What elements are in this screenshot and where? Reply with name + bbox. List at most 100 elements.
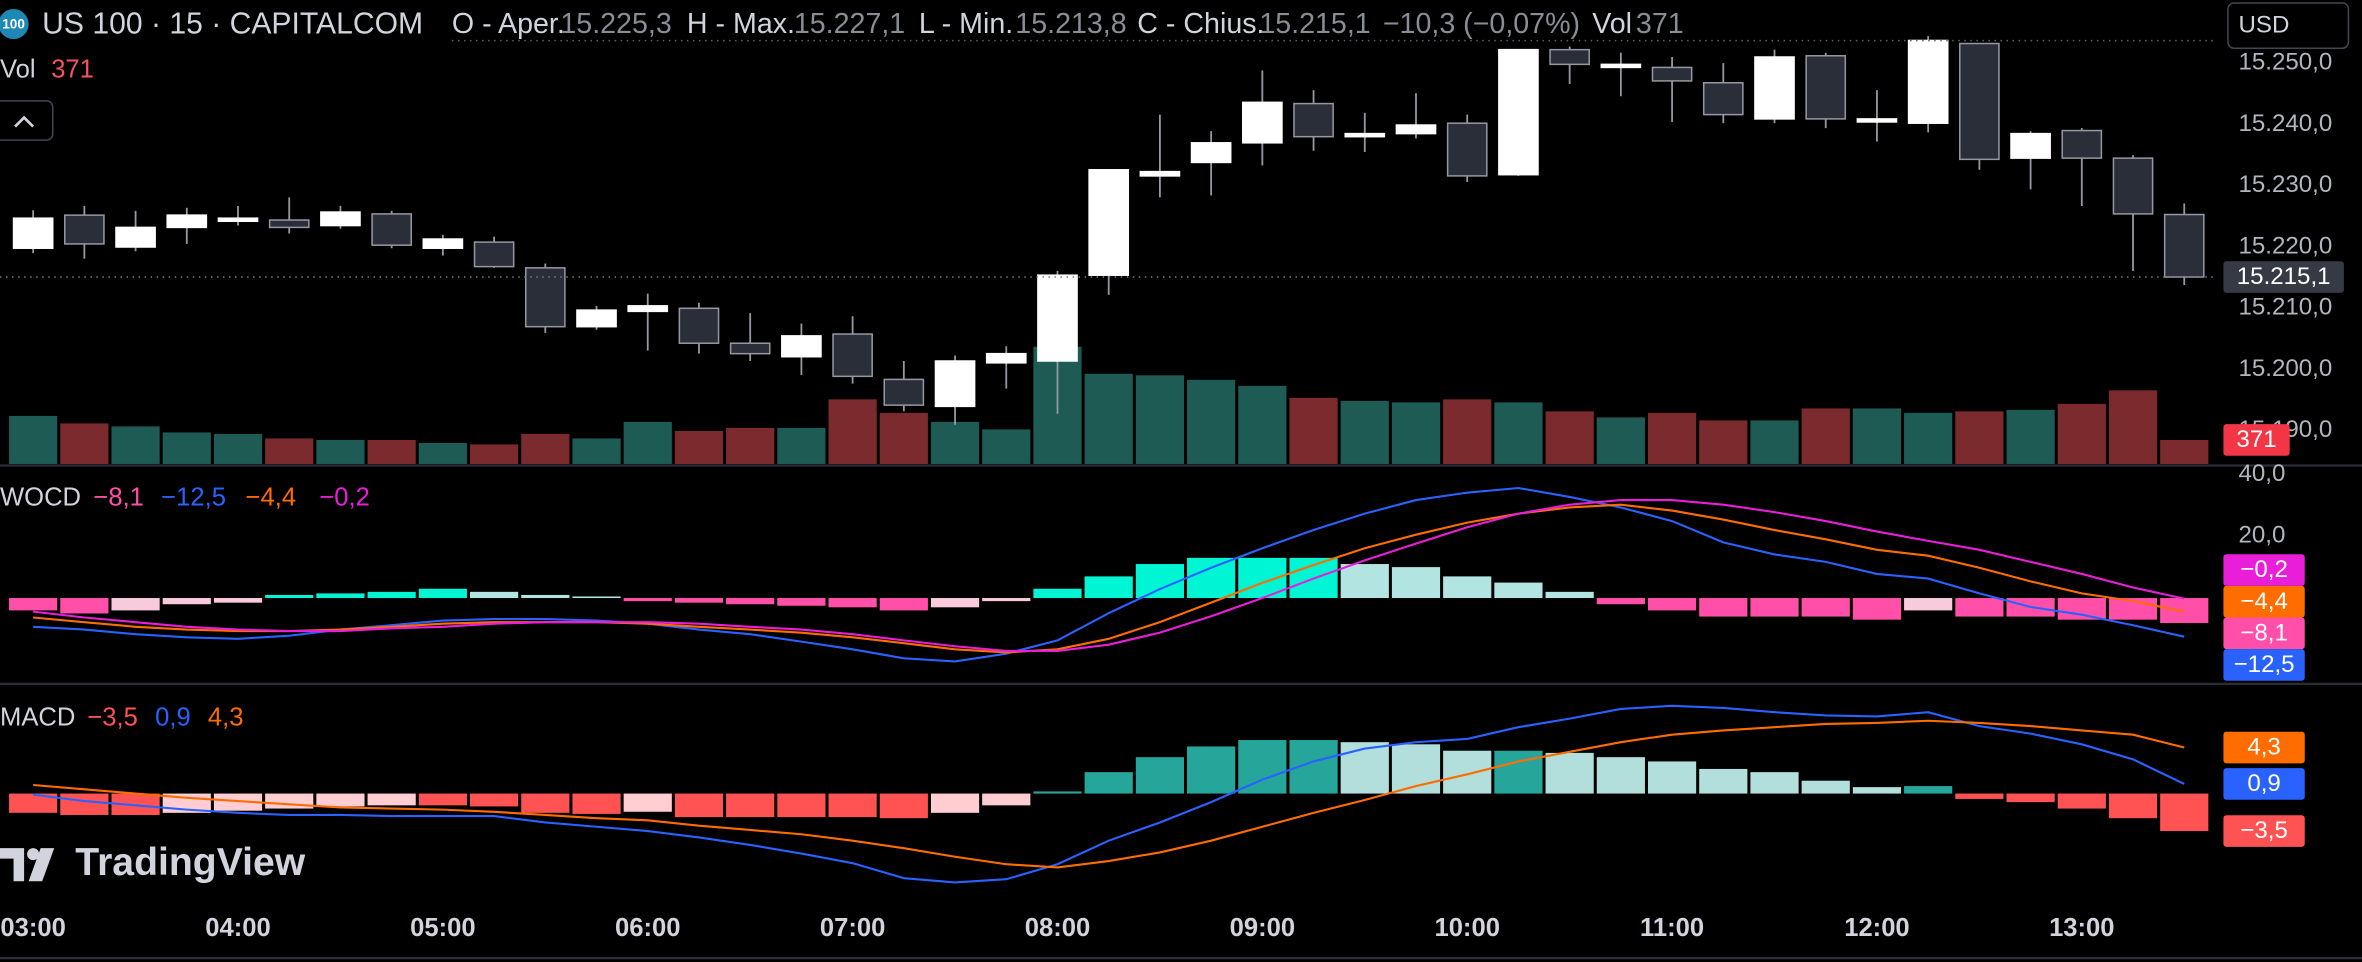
histogram-bar: [930, 793, 980, 813]
histogram-bar: [674, 598, 724, 603]
candle-body: [1242, 101, 1283, 144]
histogram-bar: [111, 598, 160, 611]
candle-body: [473, 241, 515, 268]
volume-bar: [623, 421, 672, 464]
volume-bar: [1135, 375, 1185, 464]
volume-bar: [1596, 417, 1645, 464]
wocd-legend-value: −4,4: [246, 483, 297, 511]
histogram-bar: [1904, 598, 1953, 611]
symbol-title[interactable]: US 100 · 15 · CAPITALCOM: [42, 8, 423, 41]
candle-body: [115, 226, 156, 248]
legend-volume-label: Vol: [1592, 8, 1632, 40]
volume-bar: [1084, 373, 1133, 464]
symbol-badge-text: 100: [2, 16, 25, 31]
histogram-bar: [930, 598, 980, 608]
volume-bar: [1494, 402, 1543, 464]
volume-bar: [213, 433, 263, 464]
histogram-bar: [572, 793, 621, 814]
histogram-bar: [316, 593, 365, 599]
currency-button[interactable]: USD: [2227, 2, 2350, 49]
volume-bar: [265, 438, 314, 464]
collapse-icon[interactable]: [14, 115, 35, 128]
y-tick-label: 15.210,0: [2238, 294, 2332, 321]
collapse-button[interactable]: [0, 100, 54, 141]
candle-body: [2010, 132, 2051, 159]
histogram-bar: [2160, 793, 2209, 832]
candle-body: [1088, 169, 1130, 276]
candle-body: [1446, 122, 1488, 177]
histogram-bar: [162, 598, 211, 605]
histogram-bar: [521, 594, 570, 599]
candle-body: [781, 335, 822, 358]
histogram-bar: [1596, 598, 1645, 605]
volume-bar: [879, 412, 928, 464]
candle-body: [832, 333, 873, 378]
candle-body: [1190, 142, 1232, 164]
logo-mark: [28, 848, 55, 882]
histogram-bar: [828, 793, 877, 818]
histogram-bar: [316, 793, 365, 807]
histogram-bar: [213, 598, 263, 603]
histogram-bar: [1545, 752, 1594, 794]
volume-bar: [930, 421, 980, 464]
candle-body: [524, 267, 566, 328]
histogram-bar: [726, 793, 775, 818]
x-tick-label: 12:00: [1844, 914, 1909, 942]
histogram-bar: [1545, 591, 1594, 599]
volume-bar: [1647, 412, 1697, 464]
volume-legend-label: Vol: [0, 56, 36, 84]
histogram-bar: [982, 598, 1031, 602]
price-tag-label: 0,9: [2247, 770, 2280, 797]
price-tag-box: [2223, 815, 2305, 847]
price-tag-label: −3,5: [2240, 817, 2288, 844]
symbol-badge: [0, 9, 29, 40]
candle-body: [1856, 118, 1898, 123]
histogram-bar: [367, 591, 416, 599]
wocd-legend-value: −8,1: [93, 483, 144, 511]
volume-bar: [2108, 390, 2158, 464]
volume-bar: [1289, 397, 1338, 464]
candle-body: [320, 211, 361, 227]
histogram-bar: [777, 598, 826, 606]
histogram-bar: [572, 596, 621, 599]
y-tick-label: 40,0: [2238, 460, 2285, 487]
x-tick-label: 03:00: [0, 914, 65, 942]
volume-bar: [1340, 400, 1389, 464]
candle-body: [1498, 48, 1539, 176]
price-tag-label: 371: [2236, 426, 2276, 453]
histogram-bar: [9, 598, 58, 611]
candle-body: [1549, 48, 1590, 66]
candle-body: [1344, 132, 1386, 138]
indicator-line: [33, 486, 2185, 663]
histogram-bar: [265, 594, 314, 599]
histogram-bar: [9, 793, 58, 813]
histogram-bar: [1340, 742, 1389, 794]
x-tick-label: 11:00: [1640, 914, 1704, 942]
histogram-bar: [777, 793, 826, 818]
price-tag-label: 15.215,1: [2237, 263, 2331, 290]
candle-body: [1959, 42, 2000, 161]
volume-bar: [1852, 408, 1902, 464]
logo-mark: [27, 848, 40, 861]
y-tick-label: 15.250,0: [2238, 48, 2332, 75]
histogram-bar: [1699, 768, 1748, 794]
volume-bar: [60, 423, 109, 464]
histogram-bar: [1801, 780, 1850, 794]
indicator-line: [33, 719, 2185, 869]
histogram-bar: [111, 793, 160, 815]
price-tag-label: −8,1: [2240, 619, 2288, 646]
currency-label[interactable]: USD: [2238, 12, 2289, 39]
histogram-bar: [828, 598, 877, 608]
y-tick-label: 15.240,0: [2238, 110, 2332, 137]
wocd-title: WOCD: [0, 483, 81, 511]
macd-legend-value: −3,5: [87, 703, 138, 731]
volume-bar: [1750, 420, 1799, 464]
candle-body: [576, 309, 617, 328]
candle-body: [883, 378, 925, 406]
histogram-bar: [1187, 557, 1236, 599]
legend-change: −10,3 (−0,07%): [1383, 8, 1580, 40]
currency-box[interactable]: [2227, 2, 2350, 49]
x-tick-label: 06:00: [615, 914, 680, 942]
candle-body: [985, 352, 1027, 364]
